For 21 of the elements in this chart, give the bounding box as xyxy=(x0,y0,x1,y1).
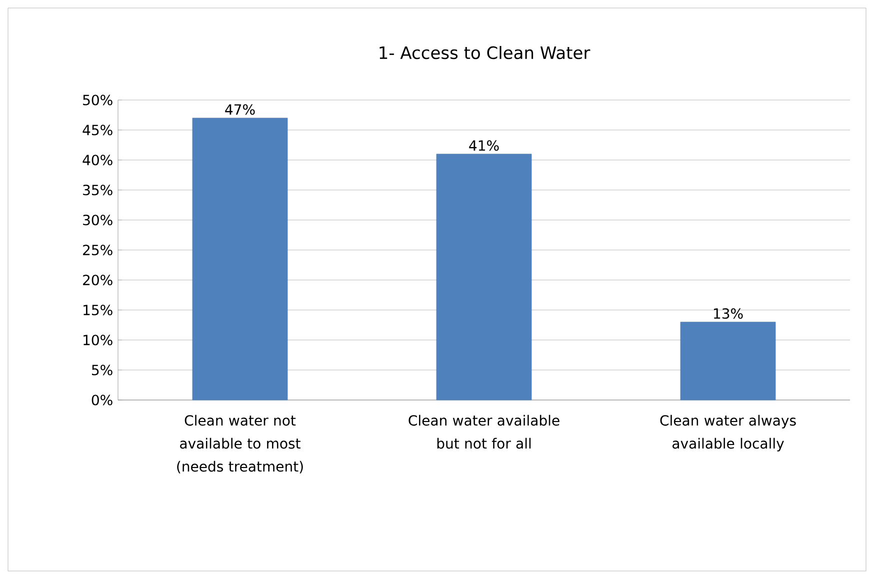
x-tick-label: Clean water available but not for all xyxy=(408,414,560,449)
y-tick-label: 0% xyxy=(92,394,112,406)
y-tick-label: 50% xyxy=(83,94,112,106)
y-tick-label: 10% xyxy=(84,334,112,346)
y-tick-label: 20% xyxy=(83,274,112,286)
x-tick-label: Clean water always available locally xyxy=(660,414,796,452)
y-tick-label: 25% xyxy=(83,244,112,256)
chart-title: 1- Access to Clean Water xyxy=(380,46,590,60)
bar xyxy=(192,118,288,400)
y-tick-label: 5% xyxy=(92,364,112,376)
y-tick-label: 40% xyxy=(82,154,112,166)
data-label: 41% xyxy=(469,140,499,151)
y-tick-label: 35% xyxy=(83,184,112,196)
bar xyxy=(680,322,776,400)
y-tick-label: 45% xyxy=(82,124,112,136)
data-label: 47% xyxy=(225,104,255,115)
data-label: 13% xyxy=(714,308,743,319)
y-tick-label: 30% xyxy=(83,214,112,226)
x-tick-label: Clean water not available to most (needs treatment) xyxy=(177,414,303,474)
bar xyxy=(436,154,532,400)
y-tick-label: 15% xyxy=(84,304,112,316)
